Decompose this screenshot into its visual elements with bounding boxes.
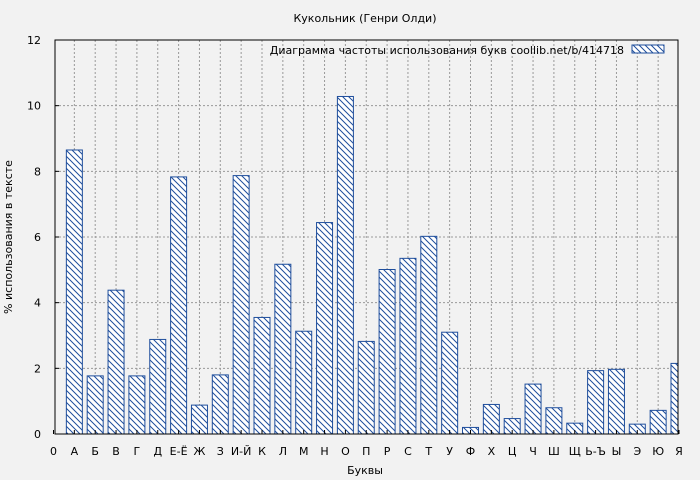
x-axis-label: Буквы [347,464,383,477]
x-tick-label: Л [279,445,287,458]
bar-Ы [607,368,625,435]
x-tick-label: С [404,445,412,458]
bar-М [295,330,313,435]
y-tick-label: 8 [34,165,41,178]
x-tick-label: А [71,445,79,458]
x-tick-label: Щ [569,445,581,458]
y-tick-label: 10 [27,100,41,113]
bar-Б [86,375,104,435]
y-tick-label: 2 [34,362,41,375]
x-tick-label: Ц [508,445,517,458]
x-tick-label: Н [320,445,328,458]
bar-Л [274,263,292,435]
bars [65,95,679,435]
bar-Т [420,235,438,435]
y-tick-label: 6 [34,231,41,244]
x-tick-label: Ш [548,445,560,458]
x-tick-label: Ы [612,445,622,458]
x-tick-label: У [446,445,453,458]
bar-Е-Ё [170,176,188,435]
x-tick-label: Г [134,445,141,458]
bar-Д [149,338,167,435]
x-tick-label: З [217,445,224,458]
x-tick-label: Х [488,445,496,458]
bar-К [253,316,271,435]
x-tick-label: Ф [466,445,475,458]
chart-title: Кукольник (Генри Олди) [293,12,436,25]
bar-У [441,331,459,435]
bar-В [107,289,125,435]
x-axis: 0 А Б В Г Д Е-Ё Ж З И-Й К Л М Н О П Р С Т У Ф Х Ц Ч Ш Щ Ь-Ъ Ы Э Ю Я [50,430,683,458]
bar-Ь-Ъ [587,370,605,435]
legend: Диаграмма частоты использования букв coo… [270,44,665,57]
bar-Н [316,222,334,435]
bar-О [336,95,354,435]
x-tick-label: Е-Ё [170,445,188,458]
x-tick-label: П [362,445,370,458]
bar-А [65,149,83,435]
x-tick-label: В [112,445,120,458]
x-tick-label: Э [633,445,641,458]
x-tick-label: К [258,445,266,458]
x-tick-label: Ж [194,445,206,458]
x-tick-label: Ю [652,445,664,458]
x-tick-label: И-Й [231,445,251,458]
legend-swatch [631,44,665,54]
bar-Г [128,375,146,435]
bar-Р [378,269,396,435]
x-tick-label: Ь-Ъ [585,445,606,458]
x-tick-label: Ч [529,445,537,458]
y-axis-label: % использования в тексте [2,160,15,314]
x-tick-label: Д [153,445,162,458]
bar-И-Й [232,175,250,435]
bar-Ч [524,383,542,435]
x-tick-label: Б [91,445,99,458]
bar-П [357,340,375,435]
y-tick-label: 4 [34,297,41,310]
y-tick-label: 0 [34,428,41,441]
x-tick-label: М [299,445,309,458]
x-tick-label: Р [384,445,391,458]
bar-Я [670,362,679,435]
y-tick-label: 12 [27,34,41,47]
x-tick-label: Я [675,445,683,458]
x-tick-label: Т [424,445,432,458]
bar-Ж [190,404,208,435]
legend-label: Диаграмма частоты использования букв coo… [270,44,624,57]
bar-З [211,374,229,435]
x-tick-label: 0 [50,445,57,458]
bar-С [399,257,417,435]
bar-Х [482,403,500,435]
y-axis: 0 2 4 6 8 10 12 [27,34,59,441]
x-tick-label: О [341,445,350,458]
